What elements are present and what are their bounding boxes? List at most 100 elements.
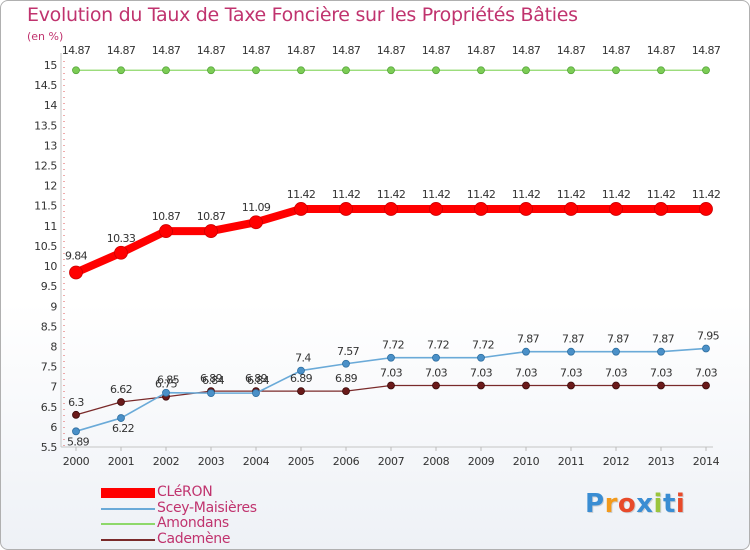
data-label: 6.85 [157,374,180,387]
data-label: 14.87 [152,44,181,57]
data-label: 14.87 [287,44,316,57]
data-label: 5.89 [67,435,90,448]
data-label: 14.87 [242,44,271,57]
data-label: 11.09 [242,201,271,214]
data-label: 6.75 [155,378,178,391]
data-point [387,381,395,390]
data-point [159,224,173,238]
y-tick-label: 8.5 [41,320,58,333]
data-label: 11.42 [692,188,721,201]
y-tick-label: 11.5 [34,200,57,213]
data-point [387,66,395,75]
data-label: 14.87 [602,44,631,57]
data-point [297,366,305,375]
logo-letter: i [653,489,663,519]
data-point [384,202,398,216]
data-label: 6.89 [335,372,358,385]
data-point [72,66,80,75]
data-label: 14.87 [692,44,721,57]
y-tick-label: 7.5 [41,361,58,374]
data-point [702,344,710,353]
data-label: 7.03 [695,366,718,379]
data-label: 11.42 [422,188,451,201]
data-label: 7.03 [470,366,493,379]
data-label: 7.72 [382,339,404,352]
data-label: 14.87 [377,44,406,57]
data-point [567,66,575,75]
data-point [297,387,305,396]
data-label: 14.87 [422,44,451,57]
data-label: 11.42 [512,188,541,201]
data-label: 11.42 [332,188,361,201]
y-tick-label: 6.5 [41,401,58,414]
y-tick-label: 5.5 [41,441,58,454]
data-point [612,347,620,356]
x-tick-label: 2014 [693,455,720,468]
x-tick-label: 2007 [378,455,405,468]
data-point [522,381,530,390]
data-point [207,66,215,75]
data-label: 10.87 [197,210,226,223]
chart-title: Evolution du Taux de Taxe Foncière sur l… [27,4,578,26]
y-tick-label: 15 [44,59,58,72]
x-tick-label: 2010 [513,455,540,468]
y-tick-label: 14 [44,99,58,112]
data-point [114,245,128,260]
data-point [477,66,485,75]
logo-letter: i [675,489,686,519]
y-tick-label: 12 [44,180,57,193]
legend-label: CLéRON [157,484,213,500]
data-label: 7.72 [427,339,449,352]
data-label: 7.72 [472,339,494,352]
x-tick-label: 2000 [63,455,90,468]
x-tick-label: 2008 [423,455,450,468]
x-tick-label: 2003 [198,455,225,468]
data-label: 6.62 [110,383,132,396]
data-point [249,215,263,230]
legend-label: Cademène [157,530,231,547]
data-point [567,347,575,356]
logo-letter: o [617,489,637,519]
data-point [72,410,80,419]
data-point [432,353,440,362]
data-point [609,202,623,216]
data-point [567,381,575,390]
x-tick-label: 2012 [603,455,629,468]
data-label: 7.87 [607,333,630,346]
data-point [72,427,80,436]
data-label: 11.42 [467,188,496,201]
series-scey-maisieres [72,344,710,436]
y-tick-label: 14.5 [34,79,57,92]
data-label: 11.42 [557,188,586,201]
x-tick-label: 2002 [153,455,179,468]
data-point [252,389,260,398]
y-axis-unit: (en %) [27,30,64,43]
proxiti-logo: Proxiti [585,489,685,519]
y-tick-label: 12.5 [34,160,57,173]
data-point [342,387,350,396]
series-amondans [72,66,710,75]
data-point [657,347,665,356]
x-tick-label: 2009 [468,455,495,468]
series-layer: 9.84 10.33 10.87 10.87 11.09 11.42 11.42 11.42 1… [62,44,722,448]
data-label: 7.03 [380,366,403,379]
data-label: 11.42 [287,188,316,201]
data-label: 6.3 [68,396,84,409]
data-label: 6.84 [202,374,225,387]
legend-swatch [101,538,155,541]
data-point [612,66,620,75]
series-cademene [72,381,710,419]
data-label: 11.42 [602,188,631,201]
data-label: 14.87 [332,44,361,57]
data-point [117,398,125,406]
logo-letter: r [604,489,618,519]
data-label: 7.87 [517,333,540,346]
x-tick-label: 2005 [288,455,315,468]
data-label: 7.87 [562,333,585,346]
x-tick-label: 2004 [243,455,270,468]
data-point [162,388,170,397]
y-tick-label: 13 [44,139,58,152]
data-label: 14.87 [512,44,541,57]
data-point [522,66,530,75]
